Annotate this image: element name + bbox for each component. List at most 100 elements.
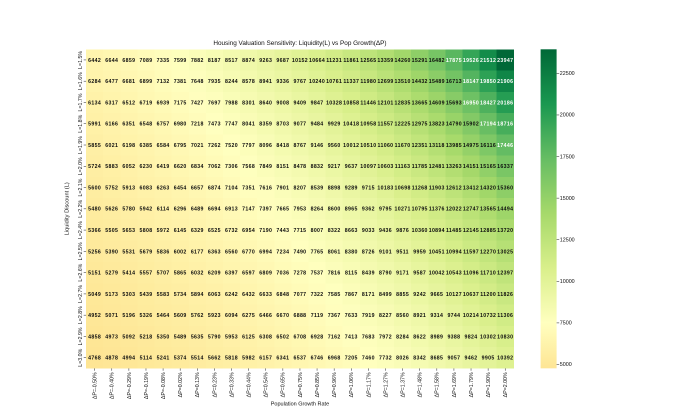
svg-text:10698: 10698 <box>395 185 411 191</box>
svg-text:5991: 5991 <box>88 122 101 128</box>
svg-text:8151: 8151 <box>276 164 289 170</box>
svg-text:8244: 8244 <box>225 79 238 85</box>
svg-text:9263: 9263 <box>259 58 272 64</box>
svg-text:15000: 15000 <box>560 196 575 202</box>
svg-text:10451: 10451 <box>429 249 445 255</box>
svg-text:5883: 5883 <box>105 164 118 170</box>
svg-text:12565: 12565 <box>360 58 376 64</box>
svg-text:7665: 7665 <box>276 207 289 213</box>
svg-text:10637: 10637 <box>463 292 479 298</box>
svg-text:ΔP=-0.08%: ΔP=-0.08% <box>161 372 167 399</box>
svg-text:7443: 7443 <box>276 228 289 234</box>
svg-text:6477: 6477 <box>105 79 118 85</box>
svg-text:13412: 13412 <box>463 185 479 191</box>
svg-text:8941: 8941 <box>259 79 272 85</box>
svg-text:6537: 6537 <box>293 356 306 362</box>
svg-text:Housing Valuation Sensitivity:: Housing Valuation Sensitivity: Liquidity… <box>213 40 386 47</box>
svg-text:L=2.8%: L=2.8% <box>78 306 84 324</box>
svg-text:5480: 5480 <box>88 207 101 213</box>
svg-text:8264: 8264 <box>311 207 324 213</box>
svg-text:6670: 6670 <box>276 313 289 319</box>
svg-text:10097: 10097 <box>360 164 376 170</box>
svg-text:7616: 7616 <box>259 185 272 191</box>
svg-text:7175: 7175 <box>174 100 187 106</box>
svg-text:7953: 7953 <box>293 207 306 213</box>
svg-text:5662: 5662 <box>208 356 221 362</box>
svg-text:17446: 17446 <box>497 143 513 149</box>
svg-text:8767: 8767 <box>293 143 306 149</box>
svg-text:7697: 7697 <box>208 100 221 106</box>
svg-text:9314: 9314 <box>430 313 443 319</box>
svg-text:14260: 14260 <box>395 58 411 64</box>
svg-text:8539: 8539 <box>311 185 324 191</box>
svg-text:10543: 10543 <box>446 271 462 277</box>
svg-text:L=2.2%: L=2.2% <box>78 200 84 218</box>
svg-text:7335: 7335 <box>157 58 170 64</box>
svg-text:6834: 6834 <box>191 164 204 170</box>
svg-text:9289: 9289 <box>345 185 358 191</box>
svg-text:5953: 5953 <box>225 334 238 340</box>
svg-text:6928: 6928 <box>311 334 324 340</box>
svg-text:Liquidity Discount (L): Liquidity Discount (L) <box>65 182 71 235</box>
svg-text:7849: 7849 <box>259 164 272 170</box>
svg-text:L=2.6%: L=2.6% <box>78 263 84 281</box>
svg-text:9484: 9484 <box>311 122 324 128</box>
svg-text:11980: 11980 <box>360 79 376 85</box>
svg-text:6094: 6094 <box>225 313 238 319</box>
svg-text:9362: 9362 <box>362 207 375 213</box>
svg-text:ΔP=1.69%: ΔP=1.69% <box>452 372 458 397</box>
svg-text:ΔP=-0.29%: ΔP=-0.29% <box>127 372 133 399</box>
svg-text:12975: 12975 <box>412 122 428 128</box>
svg-text:8640: 8640 <box>259 100 272 106</box>
svg-text:12500: 12500 <box>560 237 575 243</box>
svg-text:13720: 13720 <box>497 228 513 234</box>
svg-text:6512: 6512 <box>122 100 135 106</box>
svg-text:12885: 12885 <box>480 228 496 234</box>
svg-text:5894: 5894 <box>191 292 204 298</box>
svg-text:8965: 8965 <box>345 207 358 213</box>
svg-text:10183: 10183 <box>377 185 393 191</box>
svg-text:5366: 5366 <box>88 228 101 234</box>
svg-text:L=2.1%: L=2.1% <box>78 178 84 196</box>
svg-text:5414: 5414 <box>122 271 135 277</box>
svg-text:5609: 5609 <box>174 313 187 319</box>
svg-text:13025: 13025 <box>497 249 513 255</box>
svg-text:6263: 6263 <box>157 185 170 191</box>
svg-text:7537: 7537 <box>311 271 324 277</box>
svg-text:18147: 18147 <box>463 79 479 85</box>
svg-text:10012: 10012 <box>343 143 359 149</box>
svg-text:ΔP=1.58%: ΔP=1.58% <box>435 372 441 397</box>
svg-text:7089: 7089 <box>140 58 153 64</box>
svg-text:17500: 17500 <box>560 154 575 160</box>
svg-text:6633: 6633 <box>259 292 272 298</box>
svg-text:9217: 9217 <box>328 164 341 170</box>
svg-text:5071: 5071 <box>105 313 118 319</box>
svg-text:20000: 20000 <box>560 113 575 119</box>
svg-text:7077: 7077 <box>293 292 306 298</box>
svg-text:7732: 7732 <box>379 356 392 362</box>
svg-text:6021: 6021 <box>105 143 118 149</box>
svg-text:ΔP=1.48%: ΔP=1.48% <box>418 372 424 397</box>
svg-text:L=2.7%: L=2.7% <box>78 285 84 303</box>
svg-text:11376: 11376 <box>429 207 445 213</box>
svg-text:23947: 23947 <box>497 58 513 64</box>
svg-text:ΔP=0.13%: ΔP=0.13% <box>195 372 201 397</box>
svg-text:12101: 12101 <box>377 100 393 106</box>
svg-text:16337: 16337 <box>497 164 513 170</box>
svg-text:9242: 9242 <box>413 292 426 298</box>
svg-text:11096: 11096 <box>463 271 479 277</box>
svg-text:6063: 6063 <box>208 292 221 298</box>
svg-text:7585: 7585 <box>328 292 341 298</box>
svg-text:6732: 6732 <box>225 228 238 234</box>
svg-text:8499: 8499 <box>379 292 392 298</box>
svg-text:13118: 13118 <box>429 143 445 149</box>
svg-text:10894: 10894 <box>429 228 445 234</box>
svg-text:7901: 7901 <box>276 185 289 191</box>
svg-text:6083: 6083 <box>140 185 153 191</box>
svg-text:9637: 9637 <box>345 164 358 170</box>
svg-text:8989: 8989 <box>430 334 443 340</box>
svg-text:6134: 6134 <box>88 100 101 106</box>
svg-text:11597: 11597 <box>463 249 479 255</box>
svg-text:7218: 7218 <box>191 122 204 128</box>
svg-text:6489: 6489 <box>191 207 204 213</box>
